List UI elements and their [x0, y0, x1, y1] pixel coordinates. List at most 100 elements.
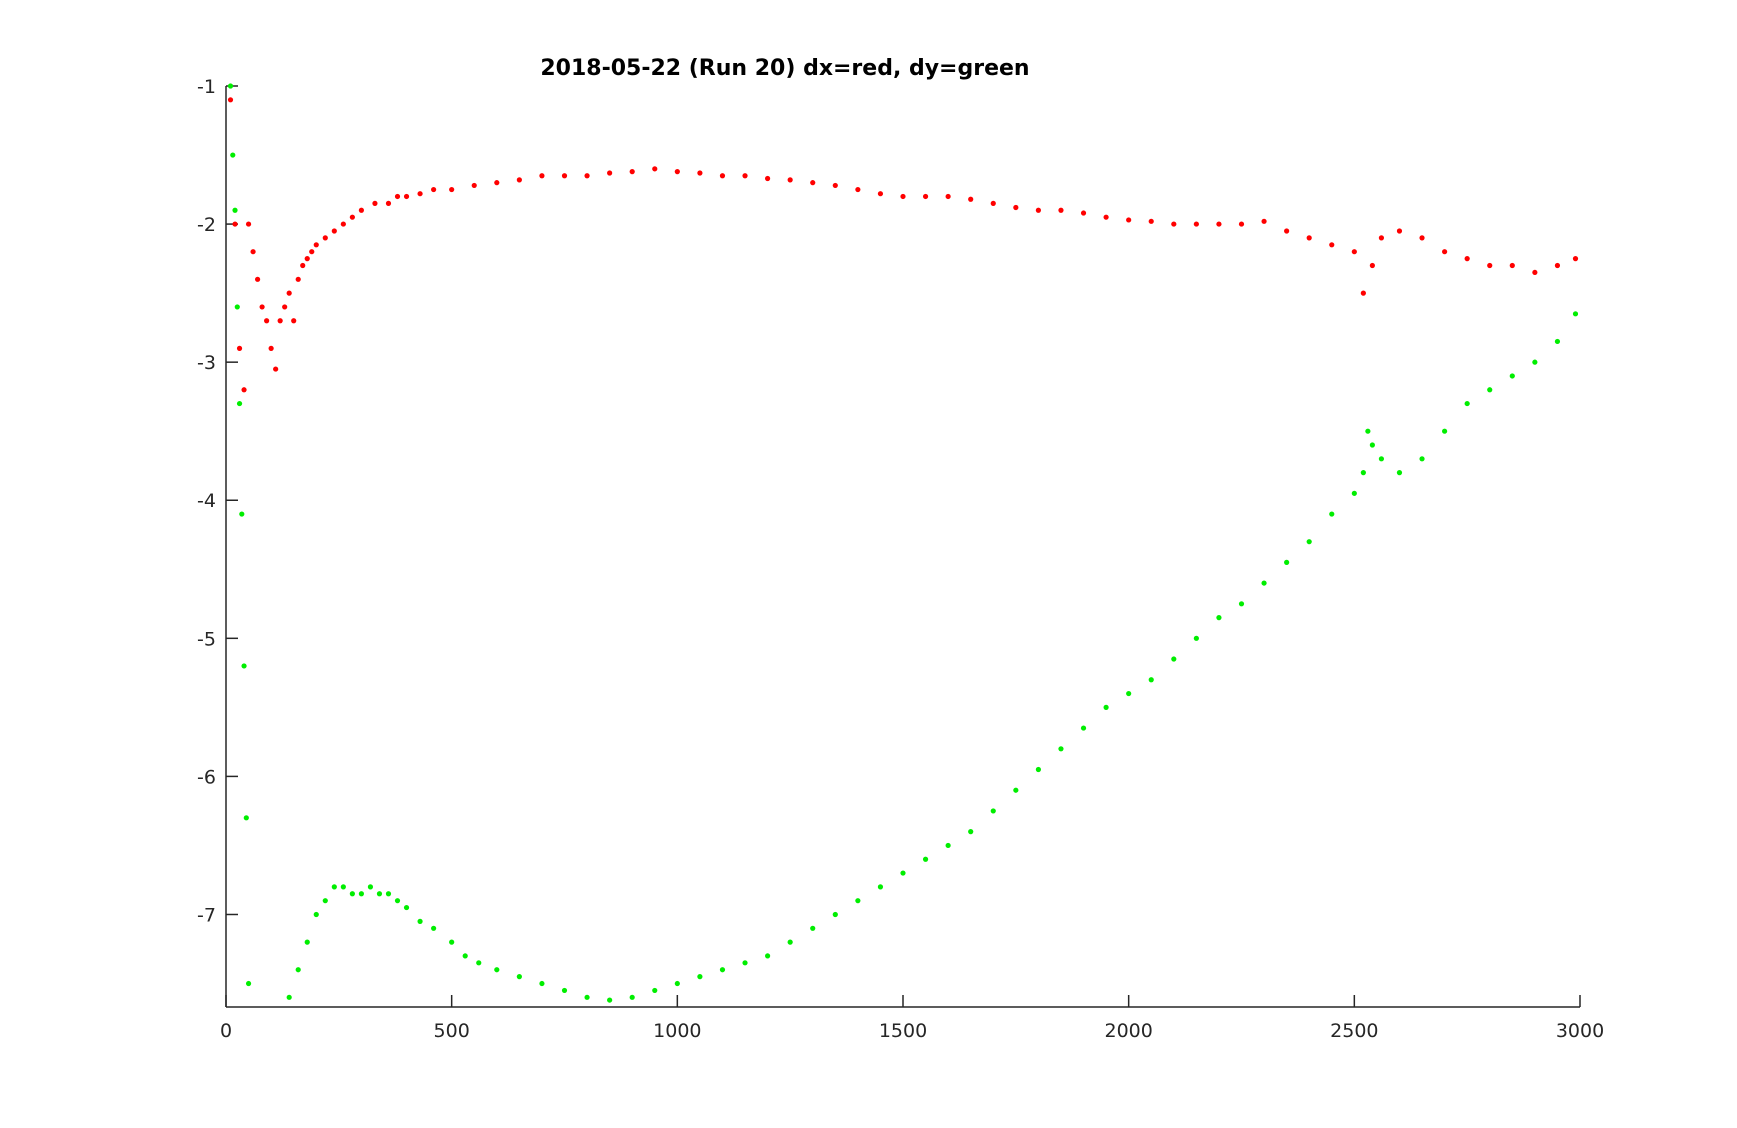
data-point: [990, 200, 996, 206]
data-point: [674, 980, 680, 987]
data-point: [1464, 400, 1470, 407]
data-point: [1572, 256, 1579, 262]
data-point: [268, 345, 274, 351]
data-point: [295, 276, 301, 282]
data-point: [1013, 204, 1019, 211]
x-ticks: 0 500 1000 1500 2000 2500 3000: [220, 995, 1604, 1042]
y-tick-label: -5: [197, 628, 216, 650]
data-point: [1103, 214, 1109, 220]
y-tick-label: -1: [197, 76, 216, 98]
data-point: [990, 808, 996, 814]
data-point: [1378, 456, 1385, 462]
data-point: [1306, 235, 1312, 241]
data-point: [1509, 373, 1515, 379]
data-point: [230, 152, 236, 158]
data-point: [236, 345, 243, 351]
data-point: [313, 911, 319, 918]
x-tick-label: 0: [220, 1020, 232, 1042]
data-point: [385, 200, 392, 206]
data-point: [471, 182, 477, 189]
data-point: [1035, 766, 1041, 773]
x-tick-label: 3000: [1556, 1020, 1604, 1042]
data-point: [787, 177, 793, 183]
data-point: [241, 663, 247, 669]
data-point: [239, 511, 245, 517]
data-point: [810, 925, 816, 931]
data-point: [322, 898, 328, 904]
data-point: [877, 884, 884, 890]
data-point: [1148, 218, 1154, 224]
data-point: [832, 182, 838, 189]
data-point: [313, 242, 319, 248]
data-point: [1261, 218, 1267, 224]
data-point: [539, 980, 545, 987]
data-point: [358, 891, 364, 897]
chart-title: 2018-05-22 (Run 20) dx=red, dy=green: [540, 56, 1029, 81]
data-point: [309, 249, 315, 255]
data-point: [787, 939, 793, 945]
x-tick-label: 1500: [879, 1020, 927, 1042]
data-point: [245, 221, 252, 227]
data-point: [968, 829, 974, 835]
data-point: [1058, 207, 1064, 213]
data-point: [516, 974, 522, 980]
data-point: [1532, 269, 1538, 276]
data-point: [295, 967, 301, 973]
data-point: [1365, 428, 1371, 434]
data-point: [494, 180, 500, 186]
data-point: [417, 918, 423, 924]
data-point: [697, 974, 703, 980]
data-point: [1193, 635, 1199, 641]
data-point: [742, 173, 748, 179]
data-point: [431, 186, 437, 193]
data-point: [719, 173, 726, 179]
data-point: [462, 953, 468, 959]
dy-series: [227, 83, 1579, 1003]
x-tick-label: 2000: [1104, 1020, 1152, 1042]
y-ticks: -1 -2 -3 -4 -5 -6 -7: [197, 76, 238, 926]
data-point: [1171, 656, 1177, 662]
data-point: [1351, 249, 1357, 255]
data-point: [394, 898, 401, 904]
data-point: [1554, 262, 1561, 269]
data-point: [561, 173, 568, 179]
data-point: [855, 898, 861, 904]
data-point: [1396, 470, 1403, 476]
data-point: [1554, 338, 1561, 345]
data-point: [1487, 262, 1493, 269]
data-point: [234, 304, 240, 310]
data-point: [629, 994, 635, 1000]
data-point: [968, 196, 974, 202]
data-point: [742, 960, 748, 966]
data-point: [286, 290, 292, 296]
data-point: [273, 366, 279, 372]
data-point: [1080, 725, 1087, 731]
data-point: [340, 884, 346, 890]
data-point: [1464, 256, 1470, 262]
data-point: [431, 925, 437, 931]
data-point: [900, 193, 906, 200]
data-point: [254, 276, 261, 282]
data-point: [765, 175, 771, 182]
data-point: [385, 891, 392, 897]
data-point: [241, 387, 247, 393]
data-point: [1126, 690, 1132, 697]
data-point: [349, 891, 355, 897]
data-point: [494, 967, 500, 973]
data-point: [607, 170, 613, 176]
data-point: [1103, 704, 1109, 710]
data-point: [232, 221, 238, 227]
data-point: [245, 980, 252, 987]
y-tick-label: -3: [197, 352, 216, 374]
data-point: [1378, 235, 1385, 241]
data-point: [516, 177, 522, 183]
data-point: [340, 221, 346, 227]
data-point: [1013, 787, 1019, 793]
data-point: [607, 997, 613, 1003]
data-point: [1238, 601, 1245, 607]
y-tick-label: -4: [197, 490, 216, 512]
data-point: [300, 262, 306, 269]
data-point: [1058, 746, 1064, 752]
data-point: [1369, 262, 1375, 269]
